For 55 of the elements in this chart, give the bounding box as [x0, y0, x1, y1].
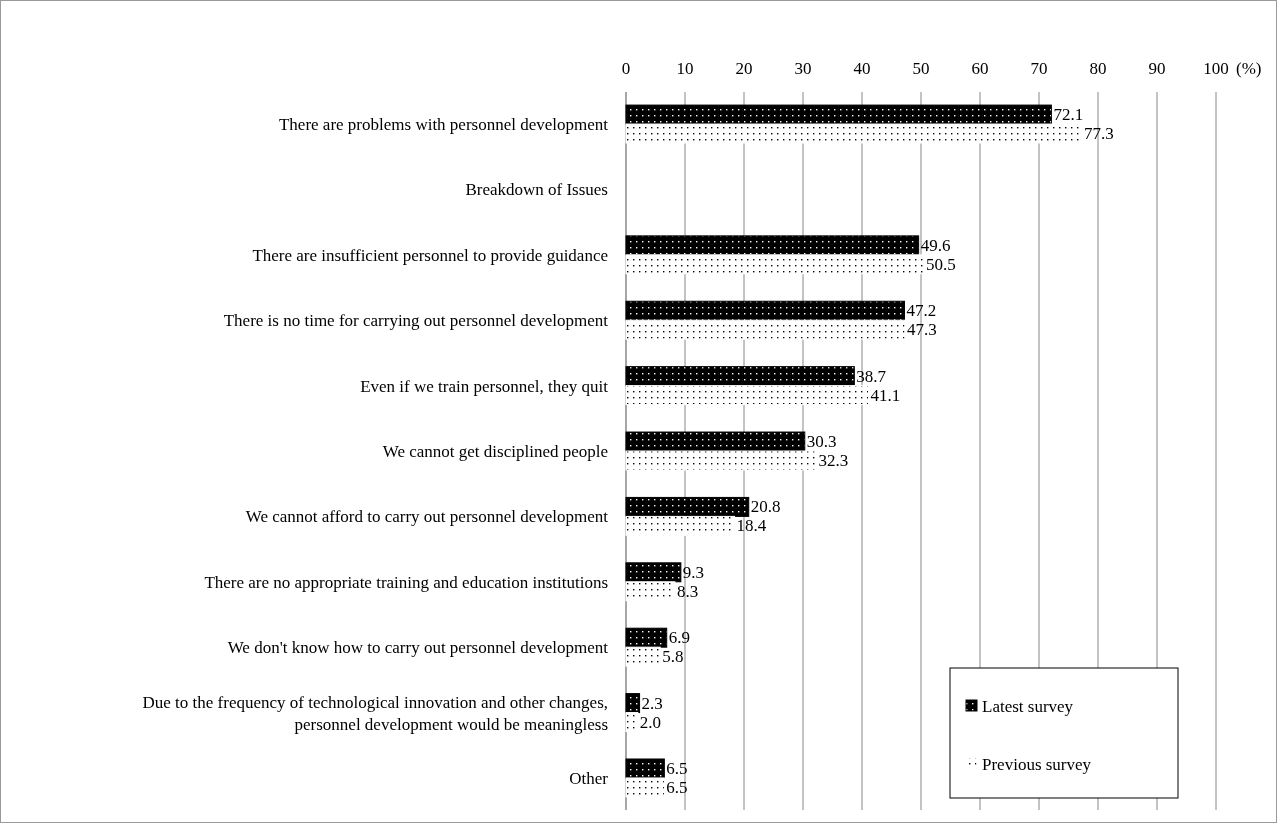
- bar: [625, 366, 855, 387]
- x-tick-label: 80: [1089, 59, 1107, 78]
- data-label: 6.9: [668, 628, 690, 648]
- x-tick-label: 100: [1203, 59, 1229, 78]
- data-label: 6.5: [666, 777, 688, 797]
- x-tick-label: 40: [853, 59, 871, 78]
- bar: [625, 235, 920, 256]
- bar: [625, 496, 750, 517]
- y-tick-label: We cannot afford to carry out personnel development: [245, 506, 609, 526]
- bar: [625, 431, 806, 452]
- x-tick-label: 0: [621, 59, 631, 78]
- x-tick-label: 10: [676, 59, 694, 78]
- data-label: 2.0: [639, 712, 662, 732]
- bar: [625, 627, 668, 648]
- data-label: 49.6: [920, 235, 951, 255]
- x-tick-label: 90: [1148, 59, 1166, 78]
- data-label: 72.1: [1053, 105, 1084, 125]
- data-label: 20.8: [750, 497, 781, 517]
- data-label: 5.8: [662, 647, 684, 667]
- data-label: 2.3: [641, 693, 663, 713]
- y-tick-label: Breakdown of Issues: [465, 179, 608, 199]
- x-tick-label: 60: [971, 59, 989, 78]
- legend-label: Previous survey: [982, 754, 1092, 774]
- bar: [625, 693, 641, 714]
- x-tick-label: 30: [794, 59, 812, 78]
- y-tick-label: There is no time for carrying out personnel development: [223, 310, 609, 330]
- data-label: 47.3: [907, 320, 937, 340]
- data-label: 8.3: [676, 581, 699, 601]
- y-tick-label: Even if we train personnel, they quit: [360, 376, 609, 396]
- x-tick-label: 50: [912, 59, 930, 78]
- data-label: 6.5: [666, 758, 688, 778]
- legend-label: Latest survey: [982, 696, 1074, 716]
- data-label: 41.1: [870, 385, 901, 405]
- y-tick-label: There are insufficient personnel to provide guidance: [252, 245, 608, 265]
- y-tick-label: Other: [569, 768, 609, 788]
- x-axis-title: (%): [1236, 59, 1262, 78]
- x-tick-label: 70: [1030, 59, 1048, 78]
- y-tick-label: We cannot get disciplined people: [382, 441, 608, 461]
- data-label: 9.3: [682, 562, 705, 582]
- y-tick-label: Due to the frequency of technological innovation and other changes, personnel development would be meaningless: [142, 692, 608, 734]
- data-label: 77.3: [1084, 124, 1114, 144]
- data-label: 30.3: [806, 432, 837, 452]
- data-label: 47.2: [906, 301, 937, 321]
- data-label: 18.4: [736, 516, 767, 536]
- bar: [625, 300, 905, 321]
- y-tick-label: There are problems with personnel development: [278, 114, 609, 134]
- y-tick-label: We don't know how to carry out personnel development: [227, 637, 609, 657]
- bar: [625, 758, 665, 779]
- bar: [625, 104, 1052, 125]
- y-tick-label: There are no appropriate training and education institutions: [204, 572, 608, 592]
- x-tick-label: 20: [735, 59, 753, 78]
- data-label: 32.3: [818, 450, 849, 470]
- data-label: 38.7: [856, 366, 887, 386]
- bar: [625, 562, 682, 583]
- data-label: 50.5: [925, 254, 956, 274]
